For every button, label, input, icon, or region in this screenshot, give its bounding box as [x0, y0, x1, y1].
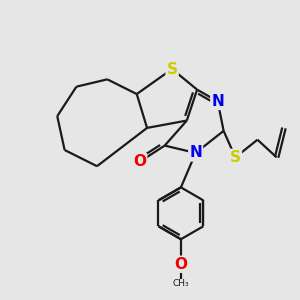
Text: CH₃: CH₃	[172, 280, 189, 289]
Text: N: N	[189, 146, 202, 160]
Text: O: O	[133, 154, 146, 169]
Text: S: S	[167, 61, 178, 76]
Text: S: S	[230, 150, 241, 165]
Text: O: O	[174, 257, 188, 272]
Text: N: N	[211, 94, 224, 109]
